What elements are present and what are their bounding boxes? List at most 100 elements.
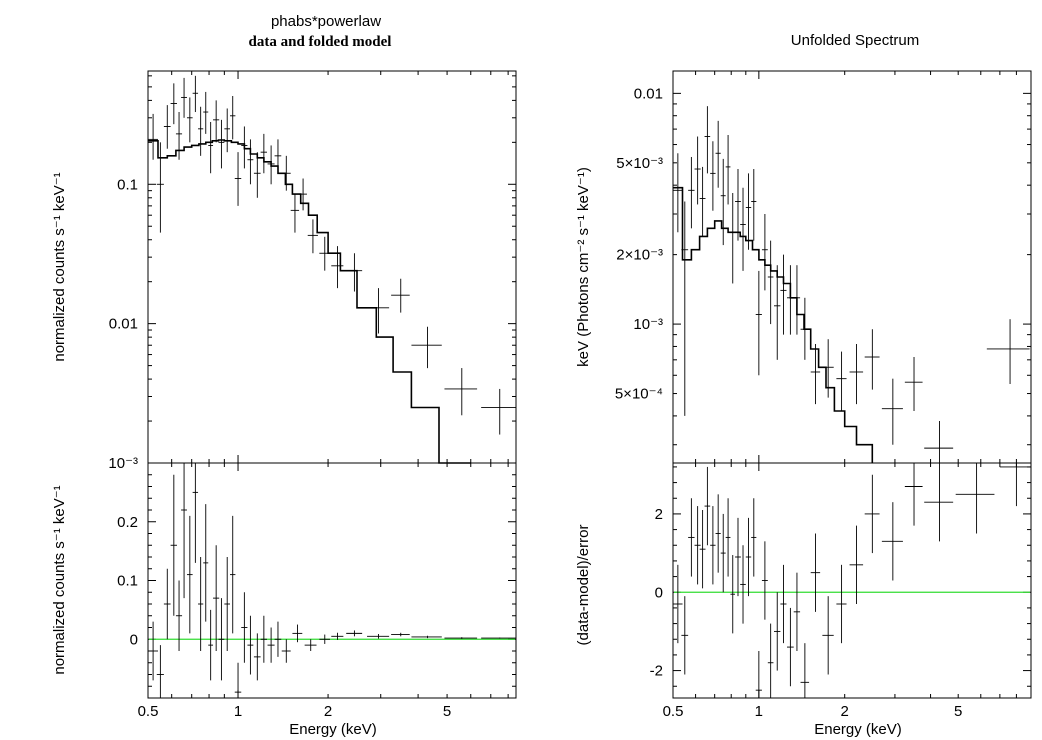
left-bottom-residual-point: [229, 515, 236, 634]
right-bottom-residual-point: [720, 513, 726, 593]
left-top-data-point: [290, 194, 300, 233]
left-top-ytick-label: 0.1: [117, 176, 138, 193]
right-top-data-point: [986, 319, 1030, 384]
right-top-ytick-label: 5×10⁻³: [616, 155, 663, 172]
right-bottom-residual-point: [924, 463, 954, 542]
left-bottom-residual-point: [319, 634, 330, 644]
right-bottom-residual-point: [704, 466, 711, 546]
left-top-data-point: [181, 77, 187, 118]
left-top-data-point: [444, 368, 478, 416]
right-top-ytick-label: 0.01: [634, 85, 663, 102]
right-top-data-point: [715, 120, 721, 188]
left-bottom-residual-point: [267, 627, 275, 663]
right-top-data-point: [864, 329, 880, 390]
left-bottom-ytick-label: 0.1: [117, 573, 138, 590]
left-bottom-xtick-label: 5: [443, 703, 451, 720]
left-top-data-point: [213, 100, 220, 143]
left-bottom-residual-point: [203, 504, 209, 622]
right-top-data-point: [725, 134, 731, 205]
left-bottom-xtick-label: 0.5: [138, 703, 159, 720]
left-bottom-residual-point: [281, 639, 291, 663]
plot-marks: 0.1 0.01 10⁻³ 0.2 0.1 0 0.5 1 2 5 0.01 5×10⁻³ 2×10⁻³…: [108, 71, 1032, 720]
left-bottom-residual-point: [170, 474, 177, 616]
right-top-data-point: [699, 166, 706, 237]
left-bottom-residual-point: [156, 645, 164, 698]
left-top-data-point: [224, 108, 230, 153]
right-bottom-residual-point: [735, 517, 741, 597]
right-bottom-residual-point: [822, 596, 834, 675]
right-bottom-residual-point: [767, 623, 774, 698]
right-bottom-residual-point: [699, 510, 706, 589]
right-bottom-residual-point: [755, 651, 762, 698]
left-top-data-point: [163, 105, 171, 149]
left-bottom-residual-point: [253, 633, 261, 681]
left-bottom-residual-point: [218, 598, 225, 681]
right-bottom-residual-point: [751, 498, 757, 577]
right-top-data-point: [810, 343, 821, 405]
left-top-data-point: [186, 97, 193, 143]
right-top-data-point: [720, 158, 726, 246]
right-bottom-residual-point: [904, 463, 923, 526]
right-top-data-point: [704, 106, 711, 174]
left-top-data-point: [481, 388, 516, 435]
right-top-model-step-line: [673, 186, 874, 463]
right-xlabel: Energy (keV): [814, 721, 902, 738]
right-bottom-ytick-label: -2: [650, 663, 663, 680]
left-top-data-point: [391, 278, 410, 313]
right-bottom-residual-point: [745, 517, 752, 597]
right-top-data-point: [740, 187, 746, 271]
left-top-ytick-label: 0.01: [109, 316, 138, 333]
left-bottom-residual-point: [198, 557, 204, 651]
right-top-ytick-label: 5×10⁻⁴: [615, 386, 663, 403]
right-top-data-point: [904, 357, 923, 412]
left-bottom-residual-point: [346, 630, 363, 637]
right-top-ytick-label: 10⁻³: [633, 316, 663, 333]
left-bottom-residual-point: [260, 615, 268, 663]
right-bottom-residual-point: [864, 474, 880, 554]
left-bottom-residual-point: [234, 662, 242, 698]
left-bottom-residual-point: [208, 609, 214, 681]
right-top-data-point: [761, 214, 768, 291]
right-bottom-residual-point: [786, 607, 794, 687]
right-top-data-point: [822, 339, 834, 398]
left-top-data-point: [367, 288, 390, 334]
right-top-data-point: [924, 421, 954, 463]
right-bottom-residual-point: [730, 555, 736, 634]
left-bottom-residual-point: [247, 615, 254, 675]
left-bottom-residual-point: [411, 635, 442, 639]
left-bottom-residual-point: [213, 545, 220, 651]
right-top-ylabel: keV (Photons cm⁻² s⁻¹ keV⁻¹): [575, 167, 592, 367]
right-bottom-residual-point: [810, 533, 821, 612]
right-bottom-xtick-label: 1: [755, 703, 763, 720]
right-bottom-residual-point: [673, 564, 683, 644]
right-top-data-point: [773, 265, 781, 360]
left-top-data-point: [218, 119, 225, 169]
right-top-frame: [672, 70, 1032, 464]
right-top-data-point: [767, 240, 774, 325]
right-bottom-ytick-label: 2: [655, 506, 663, 523]
left-bottom-frame: [147, 462, 517, 699]
right-top-data-point: [710, 141, 716, 211]
right-top-data-point: [730, 192, 736, 284]
left-top-data-point: [170, 83, 177, 125]
left-bottom-residual-point: [274, 621, 282, 657]
right-bottom-residual-point: [881, 502, 903, 581]
right-top-data-point: [751, 169, 757, 241]
left-top-data-point: [411, 326, 442, 369]
left-bottom-residual-point: [391, 632, 410, 637]
left-top-model-step-line: [148, 139, 471, 464]
right-bottom-residual-point: [725, 498, 731, 577]
right-bottom-residual-point: [694, 506, 701, 585]
right-top-data-point: [755, 270, 762, 376]
left-top-data-point: [234, 152, 242, 206]
left-xlabel: Energy (keV): [289, 721, 377, 738]
left-bottom-residual-point: [292, 624, 303, 643]
right-chart-title: Unfolded Spectrum: [791, 32, 919, 49]
left-bottom-residual-point: [241, 592, 248, 663]
right-bottom-ytick-label: 0: [655, 584, 663, 601]
left-top-data-point: [203, 91, 209, 134]
left-top-data-point: [346, 253, 363, 292]
right-bottom-residual-point: [849, 525, 864, 604]
left-top-ytick-label: 10⁻³: [108, 455, 138, 472]
